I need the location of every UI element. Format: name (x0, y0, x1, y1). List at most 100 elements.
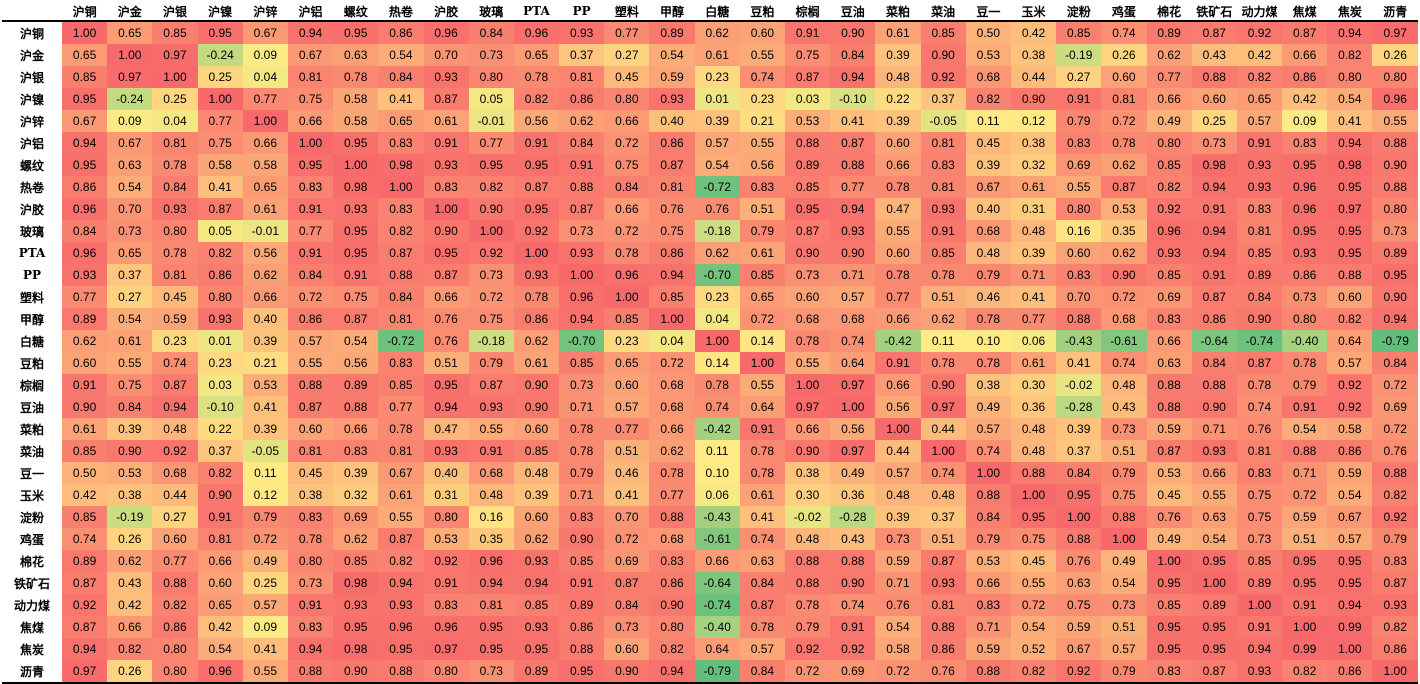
heatmap-cell: 0.76 (1372, 440, 1418, 462)
heatmap-cell: 0.38 (107, 484, 153, 506)
heatmap-cell: 0.64 (1327, 330, 1373, 352)
heatmap-cell: 0.44 (152, 484, 198, 506)
heatmap-cell: 0.66 (965, 572, 1011, 594)
heatmap-cell: 0.82 (197, 242, 243, 264)
column-header: 螺纹 (333, 2, 379, 22)
heatmap-cell: 0.84 (62, 220, 108, 242)
heatmap-cell: 0.94 (152, 396, 198, 418)
heatmap-cell: 0.25 (1191, 110, 1237, 132)
heatmap-cell: 0.82 (1327, 308, 1373, 330)
heatmap-cell: 0.39 (1010, 242, 1057, 264)
heatmap-cell: 0.48 (965, 242, 1011, 264)
heatmap-cell: 0.47 (423, 418, 469, 440)
row-header: 玻璃 (2, 220, 62, 242)
heatmap-cell: 0.75 (1056, 594, 1102, 616)
column-header: 焦炭 (1327, 2, 1373, 22)
heatmap-cell: 0.95 (197, 21, 243, 44)
heatmap-cell: 0.79 (1282, 374, 1328, 396)
row-header: PP (2, 264, 62, 286)
heatmap-cell: -0.05 (242, 440, 288, 462)
heatmap-cell: 0.77 (604, 21, 650, 44)
heatmap-cell: 0.93 (1372, 594, 1418, 616)
heatmap-row: 淀粉 0.85 -0.19 0.27 0.91 0.79 0.83 0.69 0.55 0.80 0… (2, 506, 1418, 528)
heatmap-cell: 0.81 (1101, 88, 1147, 110)
heatmap-cell: 0.62 (694, 21, 740, 44)
heatmap-cell: 0.94 (378, 572, 424, 594)
heatmap-cell: 0.93 (830, 220, 876, 242)
heatmap-cell: 0.43 (830, 528, 876, 550)
heatmap-cell: 0.83 (1146, 308, 1192, 330)
heatmap-cell: 0.86 (920, 638, 966, 660)
heatmap-cell: 0.94 (649, 264, 695, 286)
row-header: 塑料 (2, 286, 62, 308)
heatmap-cell: 0.45 (152, 286, 198, 308)
row-header: 沪铜 (2, 21, 62, 44)
heatmap-cell: 0.88 (785, 550, 831, 572)
heatmap-cell: 0.46 (965, 286, 1011, 308)
heatmap-cell: 0.95 (287, 154, 334, 176)
heatmap-cell: 0.88 (965, 484, 1011, 506)
heatmap-cell: 0.94 (649, 660, 695, 684)
column-header: 沪镍 (197, 2, 243, 22)
heatmap-cell: -0.40 (694, 616, 740, 638)
heatmap-cell: 0.82 (152, 594, 198, 616)
heatmap-row: 甲醇 0.89 0.54 0.59 0.93 0.40 0.86 0.87 0.81 0.76 0.… (2, 308, 1418, 330)
heatmap-cell: 0.90 (1236, 308, 1283, 330)
heatmap-cell: 1.00 (694, 330, 740, 352)
heatmap-cell: 0.72 (604, 220, 650, 242)
heatmap-cell: 0.87 (62, 572, 108, 594)
heatmap-row: 豆一 0.50 0.53 0.68 0.82 0.11 0.45 0.39 0.67 0.40 0.… (2, 462, 1418, 484)
heatmap-cell: 0.78 (875, 176, 921, 198)
heatmap-cell: 0.51 (920, 286, 966, 308)
heatmap-cell: 0.73 (107, 220, 153, 242)
heatmap-cell: 0.59 (649, 66, 695, 88)
heatmap-cell: 0.90 (423, 220, 469, 242)
heatmap-cell: 0.45 (604, 66, 650, 88)
heatmap-cell: 0.75 (1101, 484, 1147, 506)
heatmap-cell: 0.79 (785, 616, 831, 638)
heatmap-cell: 0.41 (739, 506, 785, 528)
heatmap-cell: 0.84 (1056, 462, 1102, 484)
column-header: 沪铝 (287, 2, 334, 22)
heatmap-cell: 0.66 (875, 308, 921, 330)
heatmap-cell: 0.72 (1282, 484, 1328, 506)
heatmap-cell: 0.39 (1056, 418, 1102, 440)
heatmap-cell: 0.93 (513, 550, 560, 572)
heatmap-cell: 0.91 (513, 132, 560, 154)
heatmap-cell: 0.85 (1146, 264, 1192, 286)
heatmap-cell: 0.62 (242, 264, 288, 286)
heatmap-cell: 0.95 (423, 242, 469, 264)
heatmap-row: 沥青 0.97 0.26 0.80 0.96 0.55 0.88 0.90 0.88 0.80 0.… (2, 660, 1418, 684)
heatmap-cell: 0.90 (830, 21, 876, 44)
column-header: 焦煤 (1282, 2, 1328, 22)
heatmap-cell: 0.37 (920, 88, 966, 110)
column-header: 棕榈 (785, 2, 831, 22)
heatmap-cell: 0.54 (875, 616, 921, 638)
column-header: 豆一 (965, 2, 1011, 22)
heatmap-cell: 0.66 (333, 418, 379, 440)
row-header: 沪镍 (2, 88, 62, 110)
corner-cell (2, 2, 62, 22)
heatmap-cell: 1.00 (423, 198, 469, 220)
heatmap-cell: 0.03 (197, 374, 243, 396)
heatmap-cell: 0.84 (378, 286, 424, 308)
heatmap-cell: 0.87 (920, 550, 966, 572)
heatmap-cell: 0.83 (378, 132, 424, 154)
heatmap-cell: 0.11 (965, 110, 1011, 132)
heatmap-cell: 0.78 (152, 242, 198, 264)
heatmap-cell: 0.93 (62, 264, 108, 286)
heatmap-cell: -0.28 (830, 506, 876, 528)
heatmap-cell: 0.95 (1146, 638, 1192, 660)
heatmap-cell: 0.80 (423, 506, 469, 528)
heatmap-cell: 0.88 (287, 660, 334, 684)
heatmap-row: 热卷 0.86 0.54 0.84 0.41 0.65 0.83 0.98 1.00 0.83 0.… (2, 176, 1418, 198)
heatmap-row: 鸡蛋 0.74 0.26 0.60 0.81 0.72 0.78 0.62 0.87 0.53 0.… (2, 528, 1418, 550)
heatmap-cell: 0.96 (604, 264, 650, 286)
heatmap-cell: 0.78 (739, 616, 785, 638)
heatmap-cell: 0.95 (559, 660, 605, 684)
heatmap-cell: 1.00 (287, 132, 334, 154)
heatmap-cell: 0.96 (197, 660, 243, 684)
heatmap-cell: -0.10 (197, 396, 243, 418)
heatmap-cell: 0.69 (830, 660, 876, 684)
heatmap-cell: 0.75 (1010, 528, 1057, 550)
